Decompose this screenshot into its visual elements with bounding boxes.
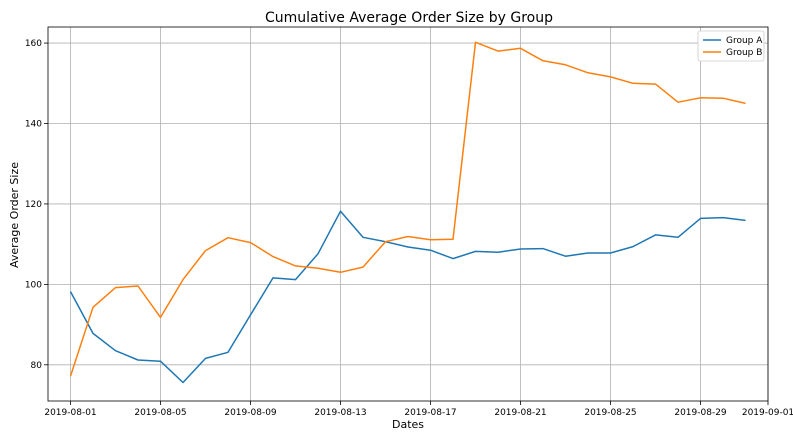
series-lines	[69, 41, 746, 384]
x-tick-label: 2019-08-09	[224, 408, 277, 418]
y-axis-label: Average Order Size	[8, 162, 21, 268]
legend-box	[697, 30, 765, 62]
legend-label: Group A	[726, 36, 763, 46]
x-axis-label: Dates	[392, 418, 424, 431]
grid	[48, 27, 769, 401]
x-tick-label: 2019-08-25	[584, 408, 636, 418]
y-axis-ticks: 80 100 120 140 160	[25, 39, 48, 371]
x-axis-ticks: 2019-08-01 2019-08-05 2019-08-09 2019-08-13…	[44, 401, 793, 418]
y-tick-label: 80	[31, 361, 43, 371]
series-line-group-b	[69, 41, 746, 377]
x-tick-label: 2019-08-21	[494, 408, 546, 418]
y-tick-label: 140	[25, 120, 42, 130]
y-tick-label: 100	[25, 280, 42, 290]
x-tick-label: 2019-08-05	[134, 408, 186, 418]
x-tick-label: 2019-08-29	[674, 408, 727, 418]
legend: Group A Group B	[697, 30, 765, 62]
x-tick-label: 2019-09-01	[742, 408, 793, 418]
y-tick-label: 120	[25, 200, 42, 210]
series-line-group-a	[69, 210, 746, 384]
x-tick-label: 2019-08-17	[404, 408, 456, 418]
plot-frame	[47, 26, 769, 402]
y-tick-label: 160	[25, 39, 42, 49]
x-tick-label: 2019-08-01	[44, 408, 96, 418]
legend-label: Group B	[726, 48, 762, 58]
chart-title: Cumulative Average Order Size by Group	[265, 10, 553, 26]
x-tick-label: 2019-08-13	[314, 408, 366, 418]
